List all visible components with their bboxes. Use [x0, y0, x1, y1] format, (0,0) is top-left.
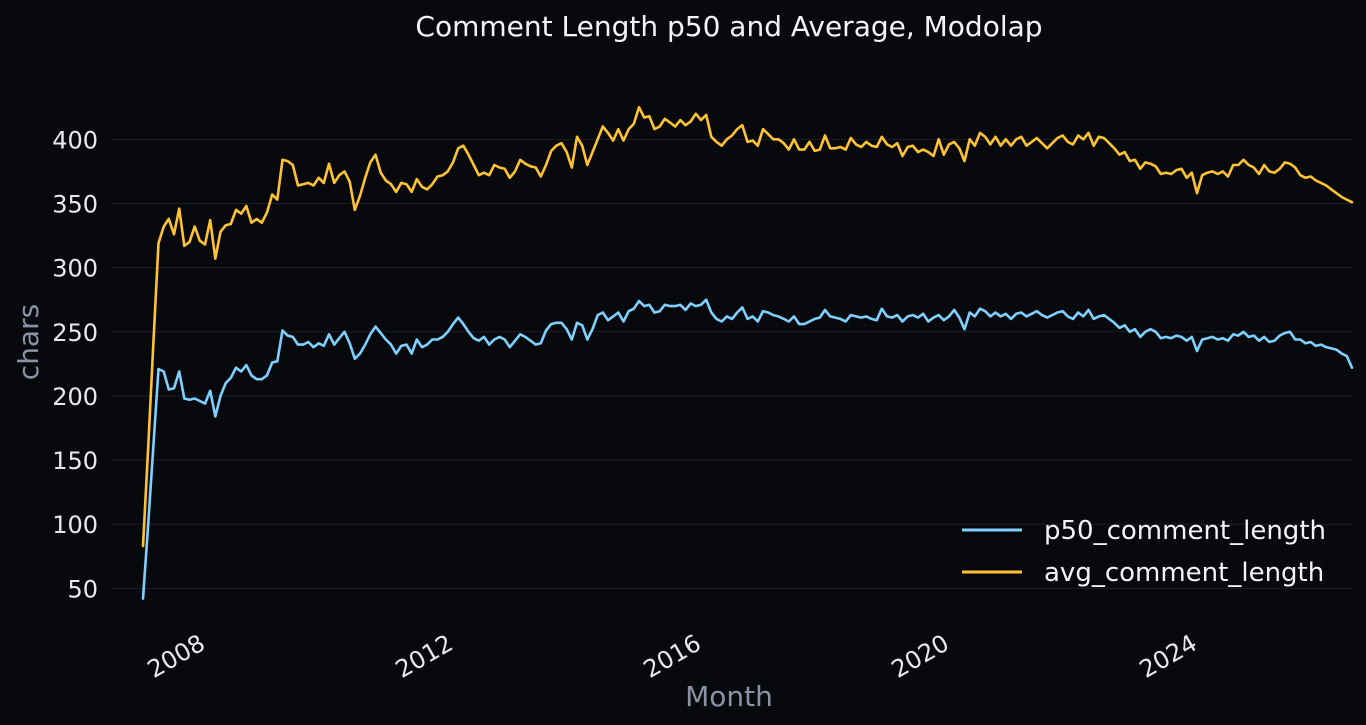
y-tick-label: 200: [52, 383, 98, 411]
x-axis-label: Month: [685, 680, 773, 713]
y-tick-label: 400: [52, 126, 98, 154]
y-tick-label: 150: [52, 447, 98, 475]
gridlines: [112, 138, 1352, 589]
y-tick-label: 50: [67, 575, 98, 603]
legend: p50_comment_length avg_comment_length: [962, 516, 1326, 588]
y-axis: 50 100 150 200 250 300 350 400: [52, 126, 98, 603]
y-tick-label: 300: [52, 255, 98, 283]
chart-title: Comment Length p50 and Average, Modolap: [415, 10, 1042, 43]
series-lines: [141, 105, 1354, 600]
y-axis-label: chars: [12, 304, 45, 380]
legend-label: avg_comment_length: [1044, 558, 1324, 588]
series-line-avg_comment_length: [141, 105, 1354, 548]
legend-label: p50_comment_length: [1044, 516, 1326, 546]
y-tick-label: 350: [52, 190, 98, 218]
series-line-p50_comment_length: [141, 298, 1354, 600]
y-tick-label: 100: [52, 511, 98, 539]
y-tick-label: 250: [52, 319, 98, 347]
